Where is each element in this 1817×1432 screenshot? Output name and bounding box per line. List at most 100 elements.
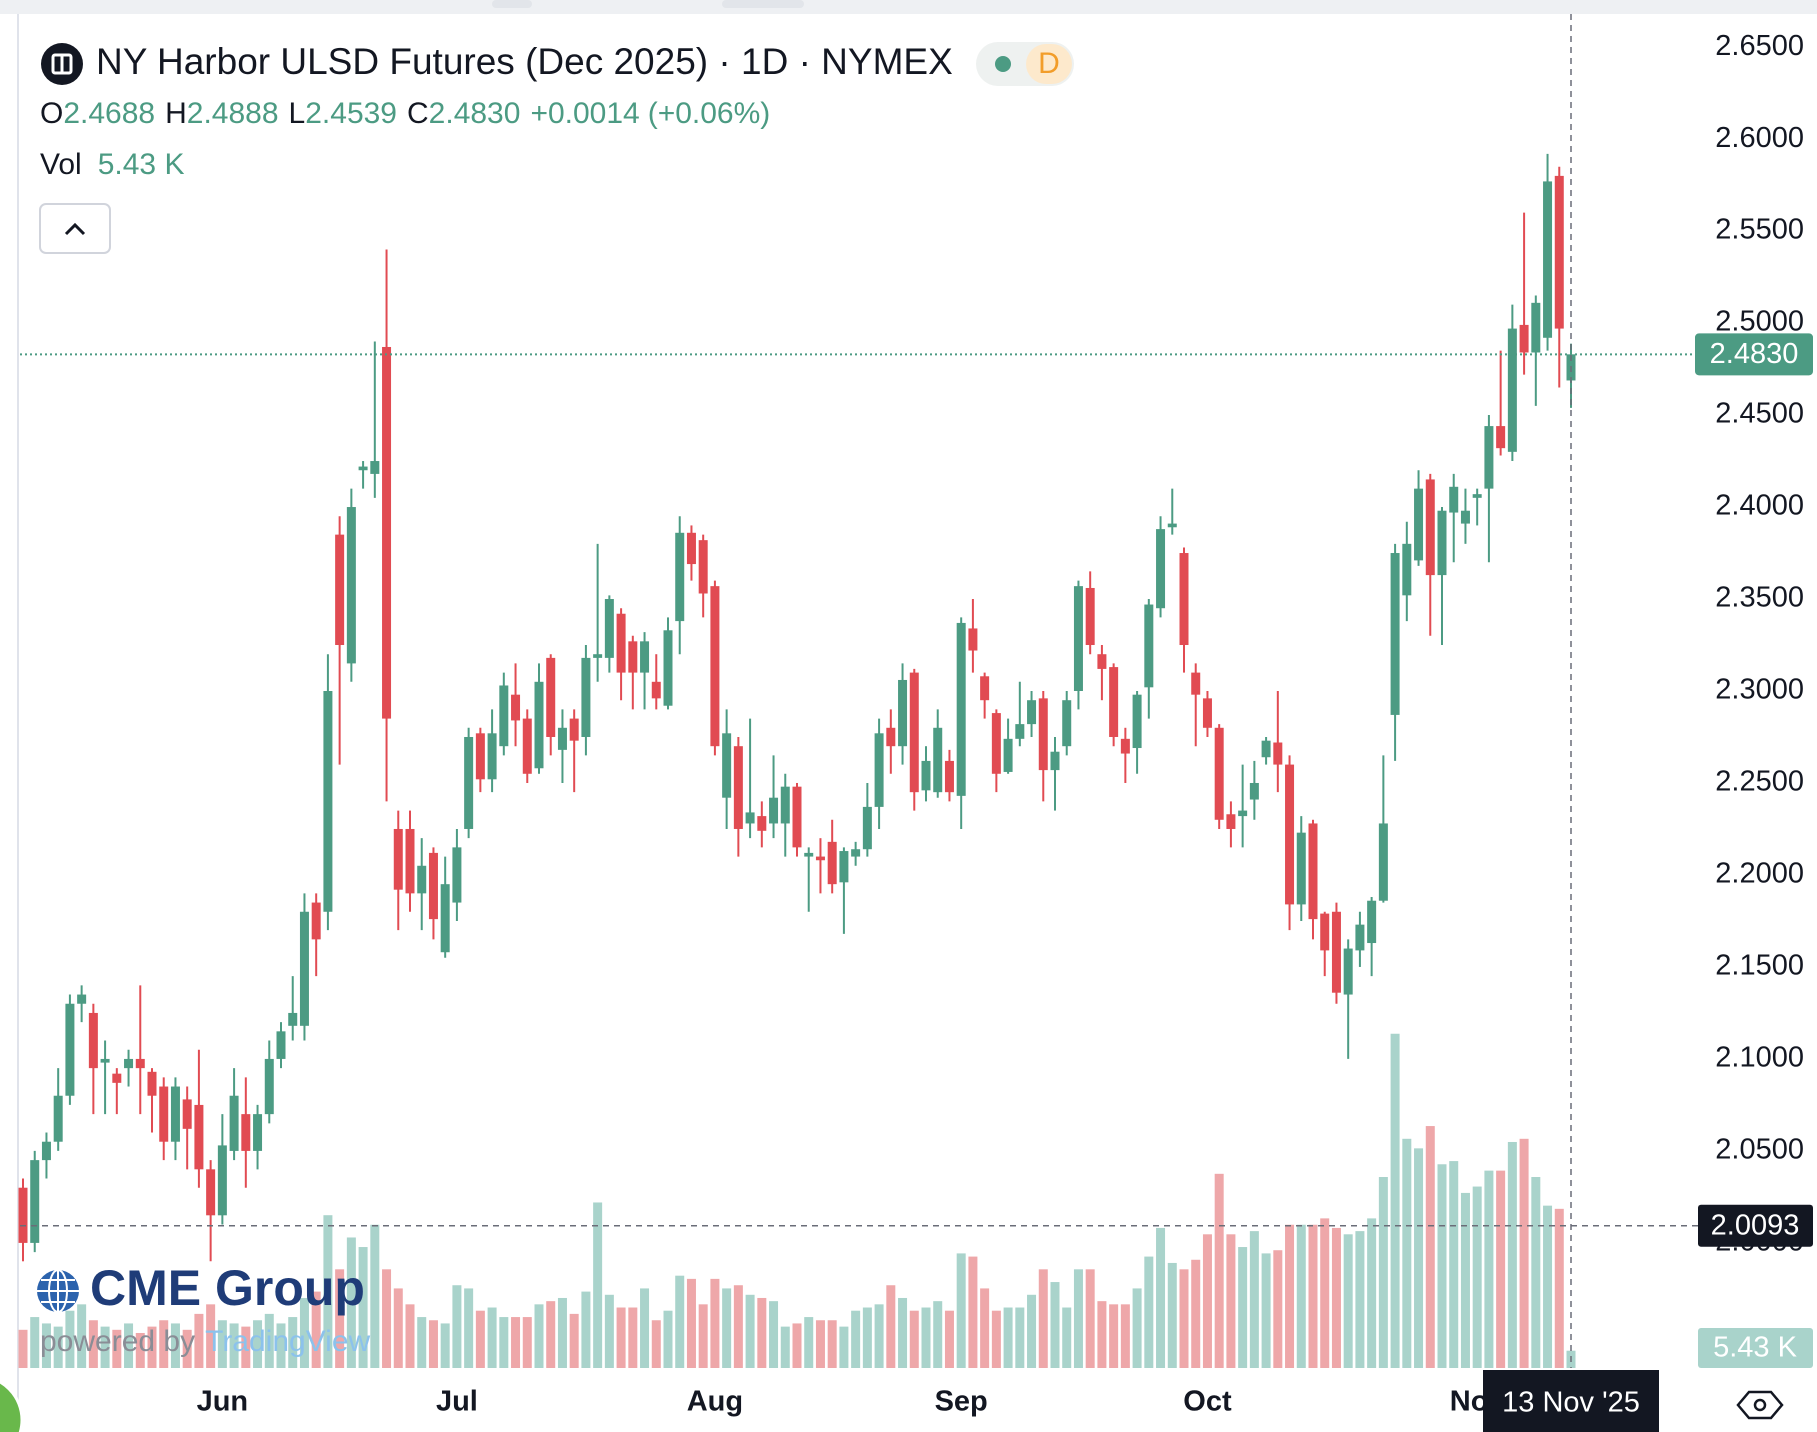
candle-body: [1390, 553, 1400, 715]
x-tick-label: Sep: [935, 1386, 988, 1418]
volume-bar: [1167, 1262, 1177, 1368]
candle-body: [194, 1104, 204, 1170]
candle-body: [135, 1058, 145, 1069]
volume-bar: [288, 1317, 298, 1368]
volume-bar: [780, 1326, 790, 1368]
change: +0.0014: [530, 97, 639, 130]
candle-body: [241, 1114, 251, 1151]
candle-body: [1331, 911, 1341, 993]
volume-bar: [159, 1320, 169, 1368]
volume-bar: [358, 1247, 368, 1368]
volume-bar: [311, 1291, 321, 1368]
collapse-button[interactable]: [39, 203, 111, 254]
tab-handle: [722, 0, 804, 8]
volume-bar: [675, 1275, 685, 1368]
volume-bar: [1015, 1307, 1025, 1368]
candle-body: [440, 884, 450, 953]
candle-body: [170, 1086, 180, 1142]
watermark: CME Group powered by TradingView: [37, 1260, 371, 1358]
candle-body: [499, 685, 509, 747]
volume-bar: [1308, 1224, 1318, 1368]
y-tick-label: 2.2500: [1715, 766, 1804, 798]
volume-bar: [1073, 1269, 1083, 1368]
candle-body: [651, 681, 661, 699]
volume-value: 5.43 K: [98, 148, 185, 181]
volume-bar: [499, 1317, 509, 1368]
candle-body: [1038, 698, 1048, 771]
settings-icon[interactable]: [1736, 1390, 1784, 1420]
volume-bar: [1202, 1234, 1212, 1368]
volume-bar: [1425, 1126, 1435, 1368]
candle-body: [1531, 302, 1541, 353]
volume-bar: [745, 1294, 755, 1368]
ohlc-value: 2.4539: [305, 97, 397, 130]
candle-body: [405, 828, 415, 894]
y-tick-label: 2.4000: [1715, 490, 1804, 522]
globe-lines: [37, 1270, 79, 1312]
candle-body: [30, 1160, 40, 1243]
volume-bar: [909, 1310, 919, 1368]
candle-body: [323, 691, 333, 912]
candle-body: [557, 727, 567, 750]
candle-body: [1167, 523, 1177, 528]
candle-body: [264, 1058, 274, 1115]
candle-body: [41, 1141, 51, 1161]
volume-bar: [933, 1301, 943, 1368]
volume-bar: [604, 1294, 614, 1368]
volume-bar: [1097, 1301, 1107, 1368]
volume-bar: [1027, 1294, 1037, 1368]
candle-body: [722, 733, 732, 798]
candle-body: [1050, 751, 1060, 771]
volume-bar: [956, 1253, 966, 1368]
volume-bar: [1214, 1173, 1224, 1368]
volume-bar: [405, 1304, 415, 1368]
candle-body: [1156, 529, 1166, 609]
candle-body: [1414, 488, 1424, 561]
change-percent: (+0.06%): [648, 97, 771, 130]
candle-body: [909, 672, 919, 793]
volume-bar: [323, 1215, 333, 1368]
volume-bar: [569, 1313, 579, 1368]
volume-bar: [264, 1313, 274, 1368]
candle-body: [1062, 700, 1072, 747]
badge-bg: [1026, 44, 1072, 84]
ohlc-legend: O2.4688 H2.4888 L2.4539 C2.4830 +0.0014 (+0.0…: [40, 97, 770, 130]
volume-bar: [112, 1329, 122, 1368]
candle-body: [1507, 328, 1517, 452]
floating-badge[interactable]: [0, 1376, 24, 1432]
candle-body: [886, 727, 896, 747]
volume-bar: [217, 1320, 227, 1368]
candle-body: [546, 657, 556, 737]
candle-body: [1191, 672, 1201, 695]
watermark-powered: powered by TradingView: [40, 1325, 371, 1358]
volume-bar: [100, 1326, 110, 1368]
candle-body: [1003, 738, 1013, 772]
candle-body: [628, 641, 638, 673]
y-tick-label: 2.0500: [1715, 1134, 1804, 1166]
volume-bar: [1484, 1170, 1494, 1368]
volume-bar: [733, 1285, 743, 1368]
volume-bar: [1261, 1253, 1271, 1368]
watermark-brand: CME Group: [90, 1260, 365, 1316]
candle-body: [604, 599, 614, 658]
candle-layer: [18, 153, 1576, 1262]
volume-legend: Vol 5.43 K: [40, 148, 184, 181]
ohlc-key: H: [165, 97, 187, 130]
candle-body: [100, 1058, 110, 1063]
volume-bar: [534, 1304, 544, 1368]
candle-body: [1519, 324, 1529, 353]
candle-body: [311, 902, 321, 940]
candle-body: [370, 461, 380, 474]
candle-body: [1120, 738, 1130, 754]
candle-body: [1085, 587, 1095, 646]
volume-bar: [522, 1317, 532, 1368]
candle-body: [686, 532, 696, 565]
candle-body: [1261, 740, 1271, 758]
volume-bar: [464, 1288, 474, 1368]
volume-bar: [475, 1310, 485, 1368]
volume-bar: [1249, 1231, 1259, 1368]
volume-bar: [1543, 1205, 1553, 1368]
volume-bar: [651, 1320, 661, 1368]
volume-bar: [18, 1329, 28, 1368]
